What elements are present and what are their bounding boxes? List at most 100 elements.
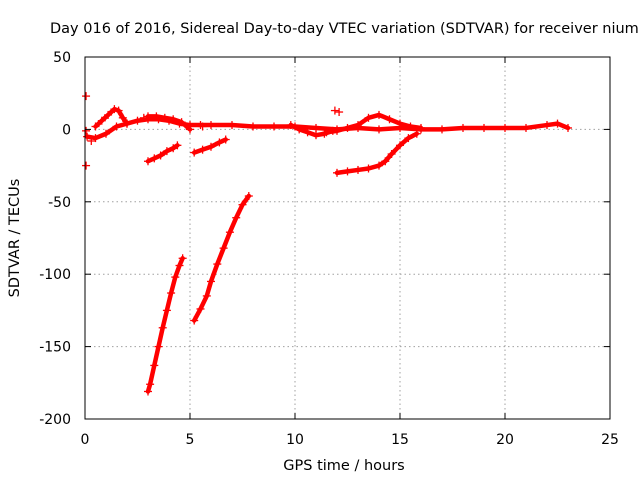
x-tick-label: 10 <box>286 432 304 448</box>
data-point <box>82 126 91 135</box>
data-point <box>207 142 215 151</box>
data-point <box>156 151 165 160</box>
series-line <box>191 137 228 155</box>
data-point <box>320 129 329 138</box>
data-point <box>522 123 530 132</box>
data-point <box>333 168 341 177</box>
data-point <box>564 123 572 132</box>
data-point <box>110 105 119 114</box>
data-point <box>396 119 404 128</box>
series-line <box>84 117 571 141</box>
series-arc-12-16h <box>322 110 425 137</box>
data-point <box>404 134 413 143</box>
data-point <box>150 361 159 370</box>
series-steep-3-4.6h <box>144 254 187 396</box>
series-rise-12-15.5h <box>333 129 421 177</box>
data-point <box>173 141 182 150</box>
data-point <box>198 145 207 154</box>
data-point <box>91 122 100 131</box>
data-point <box>364 113 373 122</box>
data-point <box>480 123 488 132</box>
data-point <box>387 150 396 159</box>
data-point <box>364 164 373 173</box>
data-point <box>158 323 167 332</box>
data-point <box>312 123 320 132</box>
y-tick-label: -50 <box>48 195 71 211</box>
data-point <box>112 122 121 131</box>
grid-lines <box>85 57 610 419</box>
series-early-bump <box>91 105 131 131</box>
data-point <box>162 147 171 156</box>
tick-labels: 0 5 10 15 20 25 -200 -150 -100 -50 0 50 <box>39 50 619 448</box>
data-point <box>87 136 96 145</box>
data-point <box>207 277 215 286</box>
series-isolated-points <box>82 92 344 170</box>
data-point <box>459 123 467 132</box>
data-point <box>343 123 352 132</box>
data-point <box>335 108 344 117</box>
data-point <box>196 121 205 130</box>
data-point <box>82 92 91 101</box>
data-point <box>295 125 304 134</box>
data-point <box>406 122 415 131</box>
data-point <box>186 125 194 134</box>
data-point <box>139 113 148 122</box>
y-tick-label: 0 <box>62 122 71 138</box>
data-point <box>215 138 224 147</box>
plot-frame <box>84 56 611 420</box>
data-point <box>83 132 92 141</box>
x-tick-label: 25 <box>601 432 619 448</box>
data-point <box>375 161 383 170</box>
series-line <box>191 193 252 323</box>
data-point <box>330 106 339 115</box>
data-point <box>97 116 106 125</box>
data-point <box>178 254 187 263</box>
data-point <box>303 128 312 137</box>
data-point <box>169 144 178 153</box>
data-point <box>213 260 222 269</box>
x-tick-label: 20 <box>496 432 514 448</box>
y-tick-label: -150 <box>39 340 71 356</box>
data-point <box>133 116 142 125</box>
data-point <box>328 126 337 135</box>
x-axis-label: GPS time / hours <box>283 458 404 474</box>
series-arc-3-5h <box>144 112 194 134</box>
data-point <box>381 157 390 166</box>
data-point <box>396 141 404 150</box>
series-line <box>334 131 420 176</box>
x-tick-label: 0 <box>81 432 90 448</box>
data-point <box>385 115 394 124</box>
series-steep-5.2-7.8h <box>190 192 253 325</box>
data-point <box>417 123 425 132</box>
data-point <box>375 125 383 134</box>
data-point <box>171 273 180 282</box>
data-point <box>354 121 362 130</box>
data-point <box>144 387 152 396</box>
data-point <box>543 121 551 130</box>
series-short-3-4h <box>144 141 182 166</box>
data-point <box>152 112 161 121</box>
data-point <box>144 112 152 121</box>
data-point <box>286 121 295 130</box>
data-point <box>82 161 91 170</box>
series-short-5-6.5h <box>190 135 230 157</box>
data-point <box>160 113 169 122</box>
data-point <box>118 113 127 122</box>
data-point <box>198 122 207 131</box>
data-point <box>553 119 562 128</box>
data-point <box>150 154 159 163</box>
x-tick-label: 5 <box>186 432 195 448</box>
data-point <box>146 380 155 389</box>
data-point <box>207 121 215 130</box>
data-point <box>177 118 186 127</box>
data-point <box>412 129 421 138</box>
series-line <box>145 256 185 394</box>
data-point <box>238 200 247 209</box>
data-point <box>501 123 509 132</box>
data-point <box>175 261 184 270</box>
data-point <box>354 165 362 174</box>
series-line <box>324 112 424 135</box>
data-point <box>270 122 278 131</box>
data-point <box>312 131 320 140</box>
